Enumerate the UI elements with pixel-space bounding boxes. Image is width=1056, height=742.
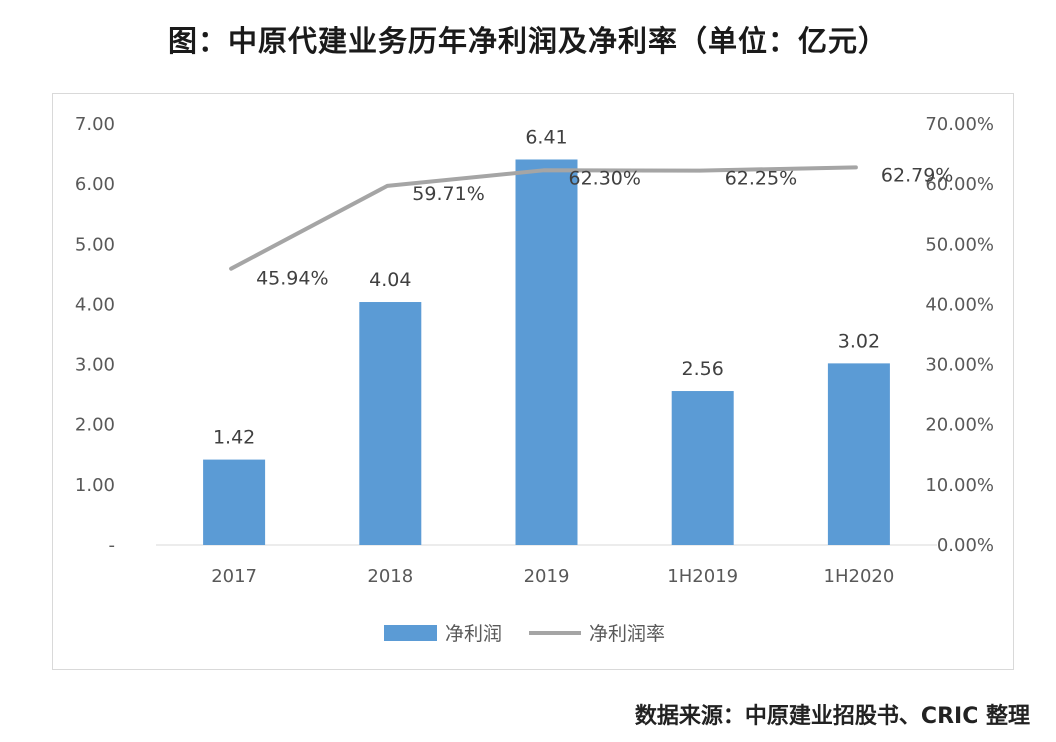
x-tick-label: 1H2020 xyxy=(824,566,895,587)
y-left-tick-label: - xyxy=(109,535,116,556)
y-left-tick-label: 5.00 xyxy=(75,234,115,255)
bar-value-label: 6.41 xyxy=(525,126,567,148)
line-point xyxy=(385,184,389,188)
source-note: 数据来源：中原建业招股书、CRIC 整理 xyxy=(634,704,1030,729)
y-right-tick-label: 0.00% xyxy=(937,535,994,556)
line-point xyxy=(854,165,858,169)
y-right-tick-label: 70.00% xyxy=(925,114,994,135)
bar-value-label: 3.02 xyxy=(838,330,880,352)
line-value-label: 62.25% xyxy=(725,168,797,190)
bar xyxy=(515,159,578,545)
bar-value-label: 4.04 xyxy=(369,269,411,291)
x-tick-label: 1H2019 xyxy=(667,566,738,587)
y-left-tick-label: 3.00 xyxy=(75,355,115,376)
line-point xyxy=(542,168,545,172)
y-right-tick-label: 30.00% xyxy=(925,355,994,376)
x-tick-label: 2018 xyxy=(367,566,413,587)
line-value-label: 45.94% xyxy=(256,268,328,290)
chart-title: 图：中原代建业务历年净利润及净利率（单位：亿元） xyxy=(167,24,888,58)
line-point xyxy=(229,267,233,271)
line-point xyxy=(698,169,702,173)
bar xyxy=(203,459,266,545)
bar xyxy=(827,363,890,545)
chart-frame: - 1.00 2.00 3.00 4.00 5.00 6.00 7.00 0.00% 10.00%… xyxy=(52,93,1014,670)
bar xyxy=(671,391,734,545)
legend-swatch-bar xyxy=(384,625,437,641)
line-value-label: 62.79% xyxy=(881,164,953,186)
y-right-tick-label: 10.00% xyxy=(925,475,994,496)
line-value-label: 59.71% xyxy=(412,183,484,205)
y-right-tick-label: 40.00% xyxy=(925,294,994,315)
bar-value-label: 1.42 xyxy=(213,427,255,449)
legend-label-line: 净利润率 xyxy=(589,623,665,645)
x-tick-label: 2017 xyxy=(211,566,257,587)
y-left-tick-label: 6.00 xyxy=(75,174,115,195)
legend-label-bar: 净利润 xyxy=(445,623,502,645)
y-left-tick-label: 1.00 xyxy=(75,475,115,496)
y-right-tick-label: 20.00% xyxy=(925,415,994,436)
line-value-label: 62.30% xyxy=(569,167,641,189)
y-left-tick-label: 7.00 xyxy=(75,114,115,135)
y-right-tick-label: 50.00% xyxy=(925,234,994,255)
y-left-tick-label: 4.00 xyxy=(75,294,115,315)
y-right-tick-label: 60.00% xyxy=(925,174,994,195)
bar xyxy=(359,302,422,545)
x-tick-label: 2019 xyxy=(524,566,570,587)
bar-value-label: 2.56 xyxy=(682,358,724,380)
combo-chart: - 1.00 2.00 3.00 4.00 5.00 6.00 7.00 0.00% 10.00%… xyxy=(75,114,994,645)
y-left-tick-label: 2.00 xyxy=(75,415,115,436)
